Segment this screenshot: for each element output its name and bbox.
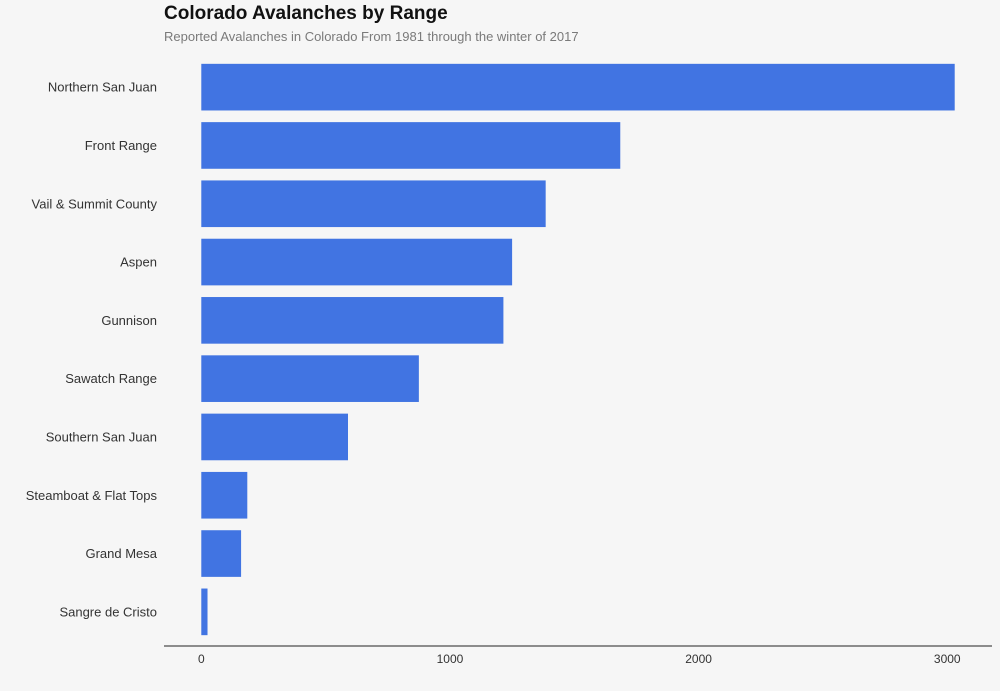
category-label: Grand Mesa <box>85 546 157 561</box>
category-label: Vail & Summit County <box>32 196 158 211</box>
bar-4 <box>201 297 504 344</box>
bar-7 <box>201 471 248 519</box>
bar-9 <box>201 588 208 636</box>
category-label: Aspen <box>120 255 157 270</box>
x-axis-ticks: 0 1000 2000 3000 <box>198 652 961 666</box>
x-tick-label: 0 <box>198 652 205 666</box>
chart-subtitle: Reported Avalanches in Colorado From 198… <box>164 29 579 44</box>
bar-1 <box>201 122 621 169</box>
category-label: Northern San Juan <box>48 80 157 95</box>
bar-2 <box>201 180 546 228</box>
bar-3 <box>201 238 513 286</box>
chart-title: Colorado Avalanches by Range <box>164 3 448 24</box>
x-tick-label: 1000 <box>437 652 464 666</box>
x-tick-label: 2000 <box>685 652 712 666</box>
category-labels: Northern San Juan Front Range Vail & Summi… <box>26 80 158 620</box>
category-label: Gunnison <box>101 313 157 328</box>
x-tick-label: 3000 <box>934 652 961 666</box>
bar-8 <box>201 530 242 577</box>
bar-0 <box>201 63 955 111</box>
category-label: Steamboat & Flat Tops <box>26 488 158 503</box>
category-label: Southern San Juan <box>46 429 157 444</box>
category-label: Front Range <box>85 138 157 153</box>
category-label: Sangre de Cristo <box>59 604 157 619</box>
category-label: Sawatch Range <box>65 371 157 386</box>
bar-5 <box>201 355 419 402</box>
bar-6 <box>201 413 348 461</box>
bars <box>201 63 955 636</box>
